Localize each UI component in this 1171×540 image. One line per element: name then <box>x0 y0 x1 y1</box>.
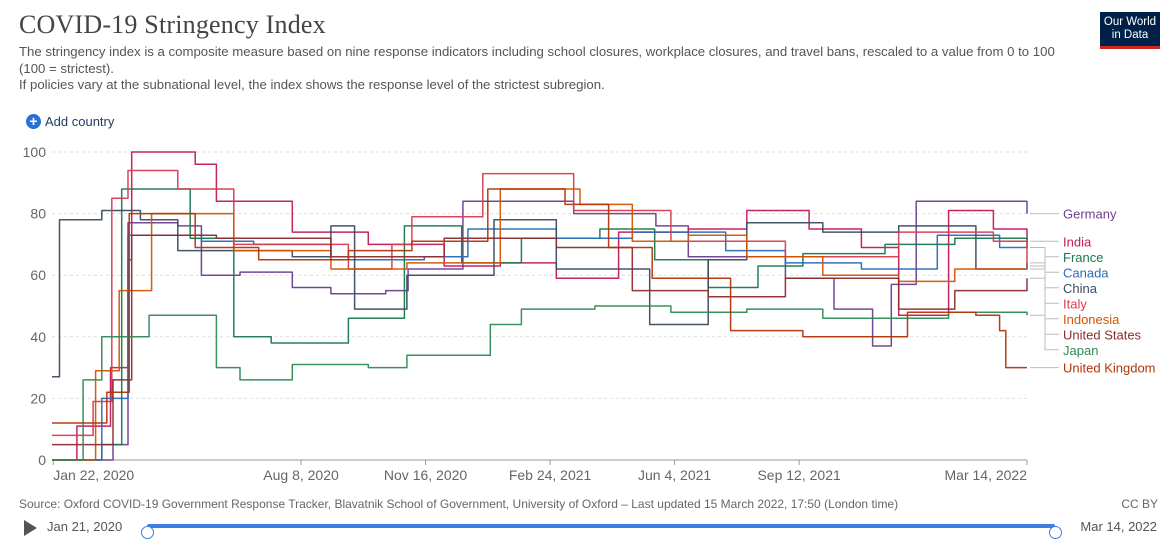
legend-connector <box>1030 314 1059 351</box>
series-line <box>52 151 1028 461</box>
legend-label: United States <box>1063 327 1142 342</box>
subtitle-line-2: If policies vary at the subnational leve… <box>19 77 605 92</box>
x-tick-label: Mar 14, 2022 <box>945 467 1028 483</box>
subtitle-line-1: The stringency index is a composite meas… <box>19 44 1055 76</box>
legend-label: Italy <box>1063 296 1087 311</box>
x-tick-label: Feb 24, 2021 <box>509 467 592 483</box>
timeline-start-label: Jan 21, 2020 <box>47 519 123 534</box>
series-line <box>52 188 1027 424</box>
series-line <box>52 169 1028 437</box>
legend-label: Germany <box>1063 207 1117 222</box>
license-link[interactable]: CC BY <box>1121 497 1158 511</box>
x-tick-label: Aug 8, 2020 <box>263 467 339 483</box>
source-note: Source: Oxford COVID-19 Government Respo… <box>19 497 899 511</box>
x-tick-label: Jan 22, 2020 <box>53 467 134 483</box>
timeline-end-label: Mar 14, 2022 <box>1080 519 1157 534</box>
logo-line-2: in Data <box>1111 29 1149 41</box>
series-line <box>52 188 1028 461</box>
y-tick-label: 40 <box>30 329 46 345</box>
legend-label: India <box>1063 234 1092 249</box>
line-chart: 0 20 40 60 80 100 Jan 22, 2020 Aug 8, 2020 Nov 1… <box>23 144 1156 483</box>
series-line <box>52 200 1028 461</box>
logo-line-1: Our World <box>1103 16 1157 28</box>
y-tick-label: 100 <box>23 144 47 160</box>
series-line <box>52 305 1028 461</box>
legend-label: Japan <box>1063 343 1098 358</box>
add-country-label: Add country <box>45 114 115 129</box>
owid-logo[interactable]: Our World in Data <box>1100 12 1160 49</box>
x-tick-label: Jun 4, 2021 <box>638 467 711 483</box>
y-tick-label: 60 <box>30 267 46 283</box>
chart-subtitle: The stringency index is a composite meas… <box>19 44 1059 94</box>
y-tick-label: 0 <box>38 452 46 468</box>
add-country-button[interactable]: + Add country <box>26 114 114 129</box>
plus-circle-icon: + <box>26 114 41 129</box>
chart-title: COVID-19 Stringency Index <box>19 10 326 39</box>
play-icon[interactable] <box>24 520 37 536</box>
timeline-slider[interactable]: Jan 21, 2020 Mar 14, 2022 <box>20 516 1160 539</box>
y-tick-label: 80 <box>30 206 46 222</box>
legend-label: Canada <box>1063 265 1109 280</box>
legend-connector <box>1030 247 1059 273</box>
legend-label: Indonesia <box>1063 312 1120 327</box>
series-line <box>52 234 1028 446</box>
timeline-end-handle[interactable] <box>1048 526 1062 539</box>
timeline-start-handle[interactable] <box>140 526 154 539</box>
legend-label: France <box>1063 250 1103 265</box>
y-tick-label: 20 <box>30 390 46 406</box>
legend-connector <box>1030 277 1059 335</box>
x-tick-label: Sep 12, 2021 <box>757 467 841 483</box>
series-line <box>52 209 1028 378</box>
legend-label: United Kingdom <box>1063 361 1156 376</box>
x-tick-label: Nov 16, 2020 <box>384 467 467 483</box>
legend-label: China <box>1063 281 1098 296</box>
timeline-track[interactable] <box>140 524 1062 539</box>
